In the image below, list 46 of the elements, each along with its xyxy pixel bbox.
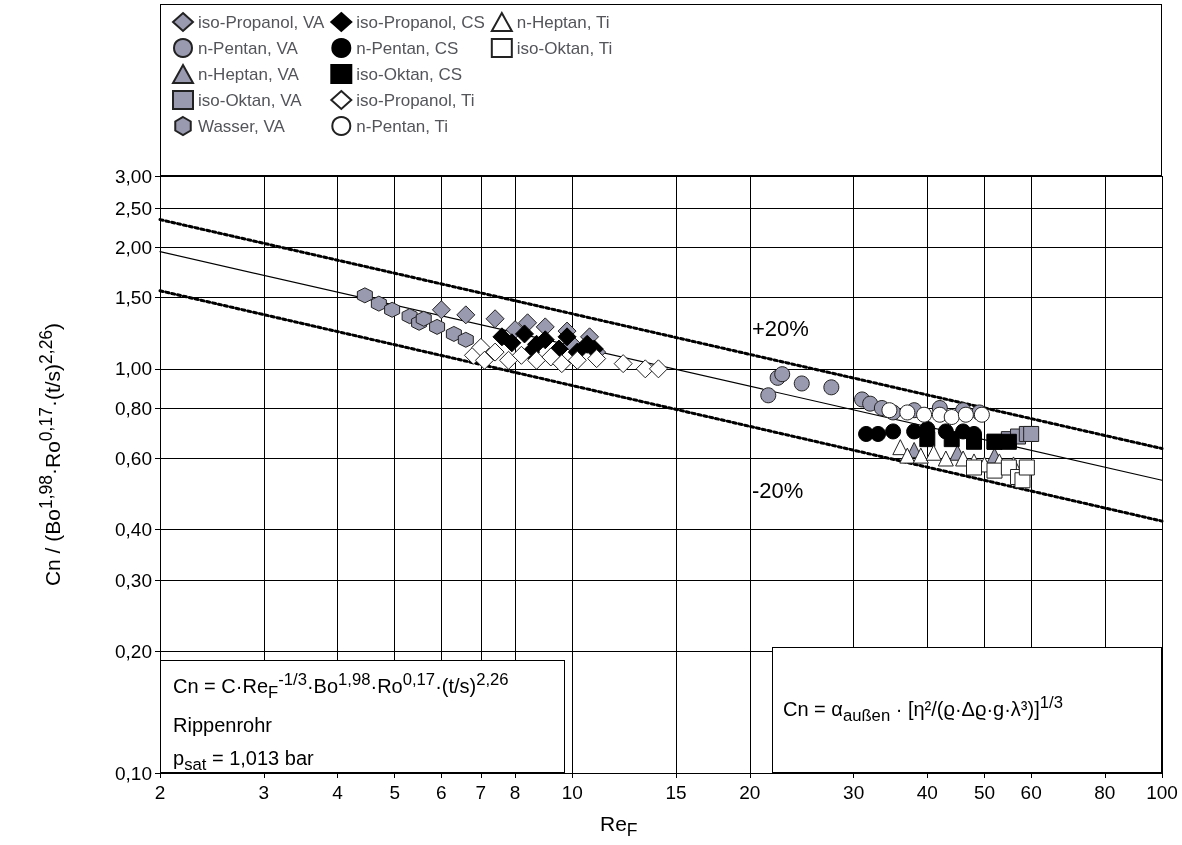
x-tick-label: 20 (739, 782, 761, 803)
legend-label: n-Pentan, VA (198, 38, 299, 58)
y-tick-label: 0,60 (115, 448, 152, 469)
x-tick-label: 8 (509, 782, 521, 803)
x-tick-label: 60 (1020, 782, 1042, 803)
annotation: -20% (752, 478, 804, 504)
x-tick-label: 4 (332, 782, 344, 803)
y-tick-label: 0,30 (115, 569, 152, 591)
annotation: p$_{sat}$ = 1,013 bar (173, 745, 315, 776)
y-tick-label: 1,00 (115, 358, 152, 380)
legend-label: n-Heptan, Ti (516, 12, 610, 32)
x-tick-label: 40 (916, 782, 938, 803)
legend-label: iso-Oktan, Ti (516, 38, 613, 58)
x-tick-label: 3 (258, 782, 270, 803)
legend-label: iso-Propanol, VA (198, 12, 325, 32)
y-tick-label: 2,00 (115, 236, 152, 258)
y-tick-label: 0,40 (115, 519, 152, 541)
x-tick-label: 30 (843, 782, 865, 803)
legend-label: n-Heptan, VA (198, 64, 300, 84)
y-tick-label: 1,50 (115, 287, 152, 309)
x-tick-label: 10 (561, 782, 583, 803)
legend-label: Wasser, VA (198, 116, 286, 136)
y-tick-label: 0,10 (115, 762, 152, 784)
annotation: Rippenrohr (173, 712, 273, 738)
x-axis-title: Re$_{F}$ (600, 812, 638, 842)
y-tick-label: 0,20 (115, 640, 152, 662)
legend-label: n-Pentan, Ti (356, 116, 448, 136)
x-tick-label: 5 (389, 782, 400, 803)
legend-label: n-Pentan, CS (356, 38, 459, 58)
annotation: +20% (752, 316, 809, 342)
formula-box: Cn = α$_{außen}$ · [η²/(ϱ·Δϱ·g·λ³)]$^{1/3}$ (772, 647, 1162, 773)
x-tick-label: 50 (973, 782, 996, 803)
x-tick-label: 7 (475, 782, 487, 803)
legend-label: iso-Oktan, CS (356, 64, 463, 84)
x-tick-label: 2 (154, 782, 166, 803)
x-tick-label: 80 (1094, 782, 1116, 803)
x-tick-label: 100 (1146, 782, 1178, 803)
x-tick-label: 15 (665, 782, 687, 803)
formula-box: Cn = C·Re$_{F}$$^{-1/3}$·Bo$^{1,98}$·Ro$^{0,17}$·(t/s)$^{2,26}$ Rippenrohr p$_{sat}$ = 1,013 bar (160, 660, 565, 773)
x-tick-label: 6 (436, 782, 447, 803)
y-tick-label: 0,80 (115, 397, 152, 419)
legend-label: iso-Oktan, VA (198, 90, 303, 110)
y-tick-label: 2,50 (115, 197, 152, 219)
legend-label: iso-Propanol, CS (356, 12, 485, 32)
legend-label: iso-Propanol, Ti (356, 90, 475, 110)
y-tick-label: 3,00 (115, 165, 152, 187)
